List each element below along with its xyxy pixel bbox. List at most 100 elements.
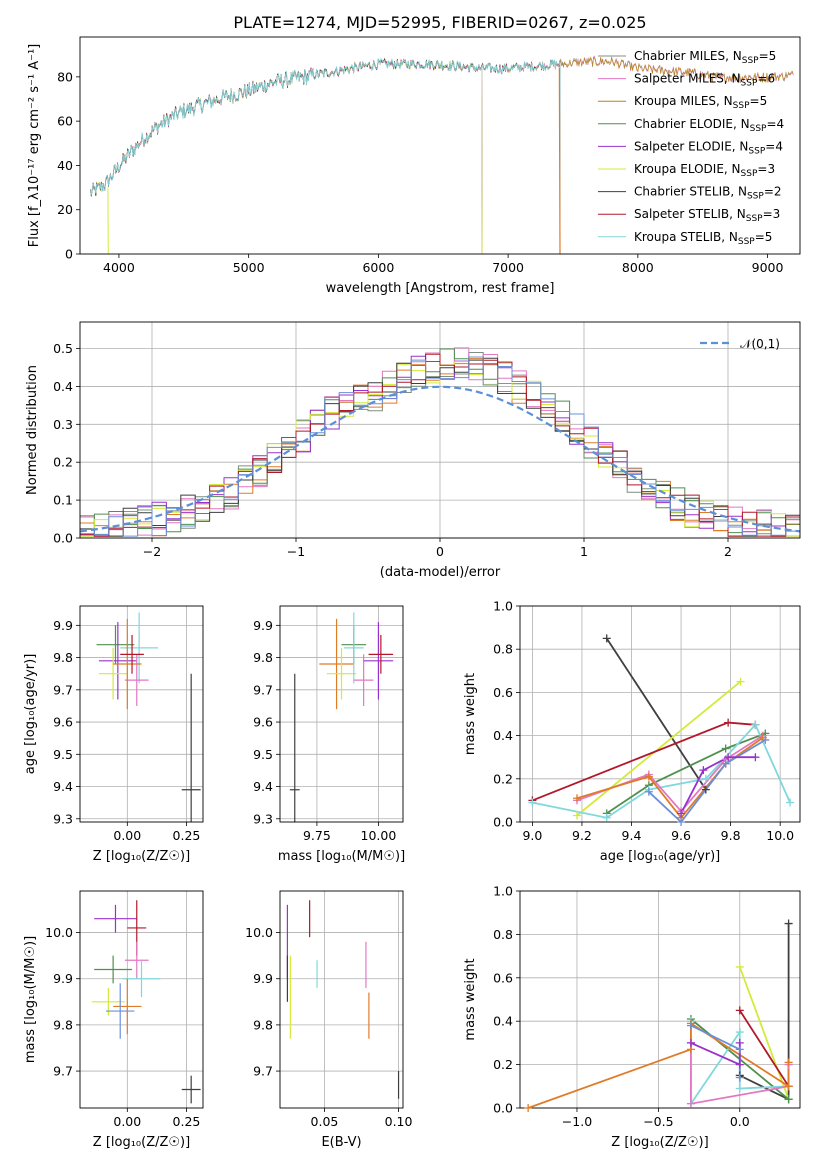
y-tick-label: 0.1 bbox=[53, 493, 73, 508]
residuals-plot-area bbox=[80, 347, 800, 538]
y-tick-label: 9.9 bbox=[253, 618, 273, 633]
age_vs_mass-panel: 9.75 10.00 9.3 9.4 9.5 9.6 9.7 9.8 9.9 mass [log₁… bbox=[253, 605, 405, 864]
weight_vs_z-grid bbox=[520, 890, 800, 1109]
data-point-marker bbox=[701, 774, 710, 783]
age_vs_z-grid bbox=[80, 606, 203, 822]
spectrum-line bbox=[89, 57, 561, 254]
y-tick-label: 0.4 bbox=[493, 728, 513, 743]
x-axis-label: (data-model)/error bbox=[380, 565, 501, 580]
data-point-marker bbox=[786, 798, 795, 807]
y-axis-label: mass [log₁₀(M/M☉)] bbox=[23, 936, 38, 1063]
x-tick-label: 9.4 bbox=[622, 828, 642, 843]
y-tick-label: 9.7 bbox=[253, 1064, 273, 1079]
legend-suffix: =6 bbox=[757, 72, 775, 86]
mass_vs_z-plot-area bbox=[91, 900, 201, 1104]
legend-entry: Chabrier MILES, N bbox=[634, 49, 742, 63]
x-tick-label: 0.0 bbox=[730, 1114, 750, 1129]
y-tick-label: 9.7 bbox=[53, 1064, 73, 1079]
spectrum-line bbox=[558, 67, 561, 254]
age_vs_mass-plot-area bbox=[289, 612, 394, 822]
x-axis-label: wavelength [Angstrom, rest frame] bbox=[326, 281, 555, 296]
y-tick-label: 1.0 bbox=[493, 599, 513, 614]
weight_vs_age-plot-area bbox=[532, 637, 791, 822]
x-tick-label: 9.2 bbox=[572, 828, 592, 843]
legend-entry: Kroupa MILES, N bbox=[634, 94, 733, 108]
x-axis-label: age [log₁₀(age/yr)] bbox=[600, 849, 721, 864]
data-point-marker bbox=[602, 813, 611, 822]
series-line bbox=[648, 739, 766, 822]
legend-subscript: SSP bbox=[738, 237, 755, 247]
legend-subscript: SSP bbox=[747, 192, 764, 202]
data-point-marker bbox=[602, 634, 611, 643]
data-point-marker bbox=[699, 766, 708, 775]
series-line bbox=[576, 680, 742, 817]
legend-entry: Kroupa ELODIE, N bbox=[634, 162, 741, 176]
y-tick-label: 9.9 bbox=[53, 971, 73, 986]
mass_vs_ebv-grid bbox=[280, 891, 403, 1108]
y-tick-label: 0.3 bbox=[53, 417, 73, 432]
age_vs_z-panel: 0.00 0.25 9.3 9.4 9.5 9.6 9.7 9.8 9.9 Z [log₁₀(Z/… bbox=[23, 605, 204, 864]
figure-title: PLATE=1274, MJD=52995, FIBERID=0267, z=0… bbox=[233, 13, 646, 32]
x-tick-label: 9.8 bbox=[721, 828, 741, 843]
x-tick-label: 9.6 bbox=[671, 828, 691, 843]
data-point-marker bbox=[784, 1082, 793, 1091]
y-tick-label: 0.8 bbox=[493, 642, 513, 657]
data-point-marker bbox=[751, 753, 760, 762]
weight_vs_z-frame bbox=[519, 890, 801, 1109]
spectrum-line bbox=[90, 58, 561, 254]
y-tick-label: 0.8 bbox=[493, 927, 513, 942]
y-tick-label: 0.0 bbox=[53, 531, 73, 546]
y-tick-label: 60 bbox=[57, 114, 73, 129]
x-axis-label: E(B-V) bbox=[321, 1135, 361, 1150]
x-tick-label: 10.00 bbox=[361, 828, 397, 843]
legend-entry: Chabrier ELODIE, N bbox=[634, 117, 750, 131]
x-tick-label: 9000 bbox=[752, 260, 784, 275]
y-axis-label: mass weight bbox=[463, 958, 478, 1040]
mass_vs_ebv-plot-area bbox=[286, 900, 400, 1099]
data-point-marker bbox=[751, 720, 760, 729]
y-tick-label: 0.0 bbox=[493, 815, 513, 830]
legend-suffix: =4 bbox=[765, 139, 783, 153]
legend-suffix: =4 bbox=[766, 117, 784, 131]
legend-suffix: =3 bbox=[763, 207, 781, 221]
mass_vs_ebv-frame bbox=[279, 890, 404, 1109]
x-tick-label: 9.0 bbox=[522, 828, 542, 843]
y-tick-label: 0 bbox=[65, 247, 73, 262]
data-point-marker bbox=[686, 1099, 695, 1108]
age_vs_z-frame bbox=[79, 605, 204, 823]
series-line bbox=[576, 737, 764, 820]
data-point-marker bbox=[686, 1038, 695, 1047]
gaussian-curve bbox=[80, 385, 800, 533]
y-tick-label: 9.8 bbox=[253, 650, 273, 665]
data-point-marker bbox=[736, 677, 745, 686]
y-tick-label: 0.2 bbox=[493, 771, 513, 786]
data-point-marker bbox=[644, 787, 653, 796]
y-axis-label: Flux [f_λ10⁻¹⁷ erg cm⁻² s⁻¹ A⁻¹] bbox=[27, 44, 42, 248]
x-tick-label: 8000 bbox=[622, 260, 654, 275]
y-tick-label: 10.0 bbox=[45, 925, 73, 940]
mass_vs_z-frame bbox=[79, 890, 204, 1109]
legend-suffix: =5 bbox=[755, 230, 773, 244]
x-tick-label: 9.75 bbox=[303, 828, 331, 843]
y-tick-label: 0.4 bbox=[53, 379, 73, 394]
legend-subscript: SSP bbox=[742, 56, 759, 66]
legend-subscript: SSP bbox=[746, 214, 763, 224]
y-tick-label: 9.6 bbox=[53, 715, 73, 730]
spectrum-line bbox=[90, 57, 483, 254]
x-tick-label: 0.00 bbox=[113, 828, 141, 843]
y-tick-label: 9.7 bbox=[53, 682, 73, 697]
series-line bbox=[739, 923, 790, 1101]
x-tick-label: −2 bbox=[143, 544, 161, 559]
residuals-frame bbox=[79, 321, 801, 539]
y-tick-label: 9.8 bbox=[53, 650, 73, 665]
panels: 4000 5000 6000 7000 8000 9000020406080wavelen… bbox=[23, 36, 801, 1150]
y-tick-label: 10.0 bbox=[245, 925, 273, 940]
spectrum-frame bbox=[79, 36, 801, 255]
mass_vs_z-grid bbox=[80, 891, 203, 1108]
series-line bbox=[680, 756, 756, 814]
y-tick-label: 9.4 bbox=[53, 779, 73, 794]
y-tick-label: 9.8 bbox=[53, 1017, 73, 1032]
data-point-marker bbox=[572, 811, 581, 820]
y-tick-label: 9.6 bbox=[253, 715, 273, 730]
x-axis-label: Z [log₁₀(Z/Z☉)] bbox=[93, 1135, 190, 1150]
